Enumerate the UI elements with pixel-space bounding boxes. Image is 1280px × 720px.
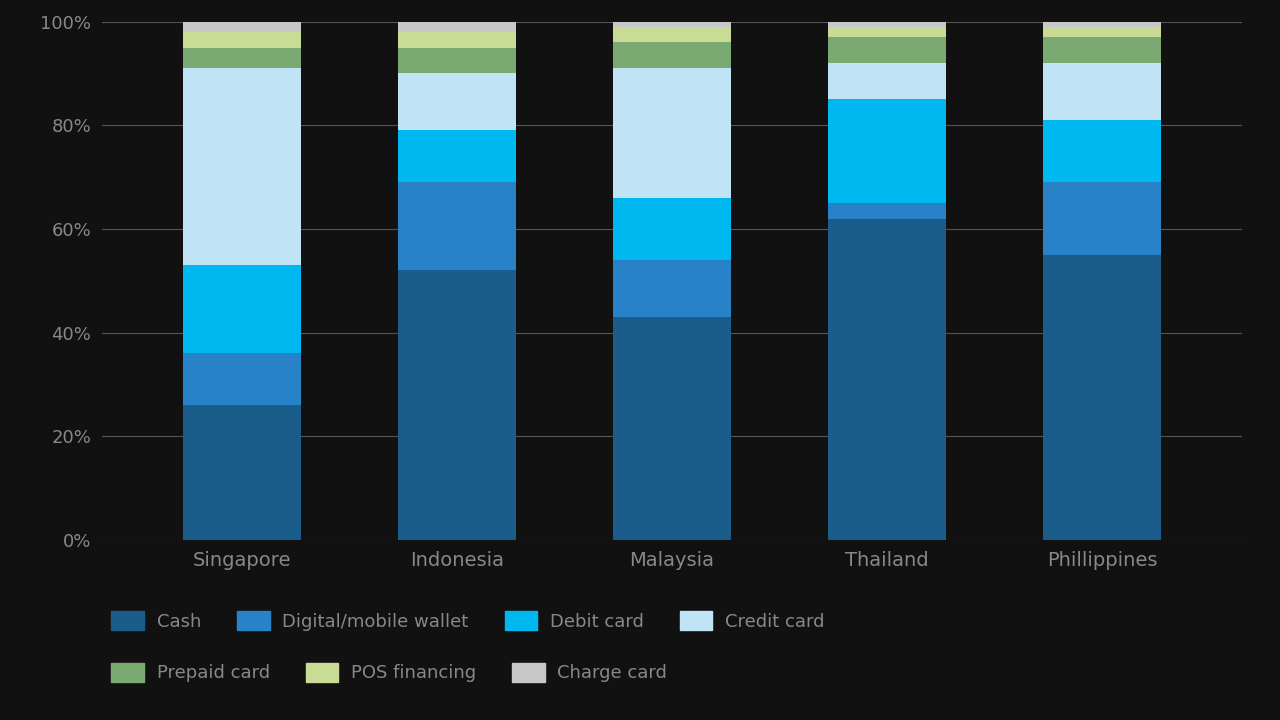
Bar: [613, 27, 731, 42]
Bar: [1043, 255, 1161, 540]
Bar: [1043, 120, 1161, 182]
Bar: [398, 73, 516, 130]
Bar: [398, 32, 516, 48]
Bar: [613, 198, 731, 260]
Bar: [183, 48, 301, 68]
Bar: [1043, 27, 1161, 37]
Bar: [828, 63, 946, 99]
Bar: [828, 22, 946, 27]
Bar: [613, 42, 731, 68]
Bar: [828, 99, 946, 203]
Bar: [828, 27, 946, 37]
Bar: [183, 405, 301, 540]
Legend: Prepaid card, POS financing, Charge card: Prepaid card, POS financing, Charge card: [111, 663, 667, 683]
Bar: [183, 354, 301, 405]
Bar: [828, 219, 946, 540]
Bar: [398, 271, 516, 540]
Bar: [398, 130, 516, 182]
Bar: [1043, 22, 1161, 27]
Bar: [398, 182, 516, 271]
Bar: [1043, 37, 1161, 63]
Bar: [398, 48, 516, 73]
Bar: [1043, 63, 1161, 120]
Bar: [613, 317, 731, 540]
Bar: [183, 265, 301, 354]
Bar: [613, 68, 731, 198]
Bar: [613, 22, 731, 27]
Bar: [828, 37, 946, 63]
Bar: [828, 203, 946, 219]
Bar: [183, 22, 301, 32]
Bar: [1043, 182, 1161, 255]
Bar: [398, 22, 516, 32]
Bar: [613, 260, 731, 317]
Bar: [183, 32, 301, 48]
Bar: [183, 68, 301, 265]
